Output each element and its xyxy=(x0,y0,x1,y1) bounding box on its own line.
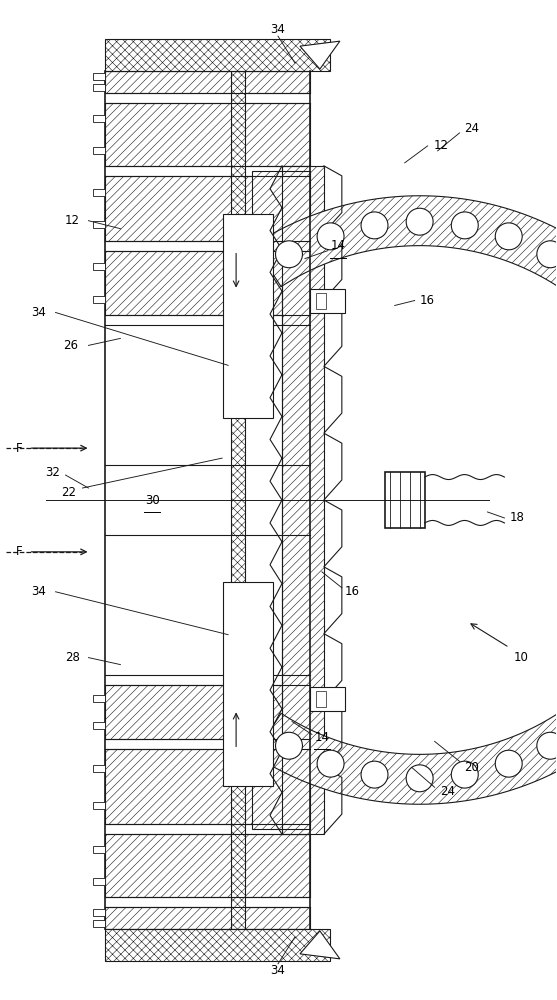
Bar xyxy=(231,71,245,929)
Circle shape xyxy=(361,761,388,788)
Circle shape xyxy=(451,761,478,788)
Circle shape xyxy=(361,212,388,239)
Bar xyxy=(316,691,326,707)
Bar xyxy=(385,472,424,528)
Bar xyxy=(94,920,105,927)
Bar xyxy=(252,749,310,829)
Bar xyxy=(94,147,105,154)
Text: 24: 24 xyxy=(464,122,479,135)
Text: 24: 24 xyxy=(440,785,455,798)
Text: 34: 34 xyxy=(31,306,46,319)
Bar xyxy=(94,73,105,80)
Bar xyxy=(94,765,105,772)
Text: 12: 12 xyxy=(434,139,449,152)
Bar xyxy=(105,685,310,739)
Bar xyxy=(223,582,273,786)
Bar xyxy=(252,171,310,251)
Bar xyxy=(94,695,105,702)
Bar xyxy=(316,293,326,309)
Bar xyxy=(94,263,105,270)
Bar xyxy=(105,907,310,929)
Bar xyxy=(105,71,310,93)
Bar xyxy=(94,802,105,809)
Bar xyxy=(105,749,310,824)
Text: 34: 34 xyxy=(271,23,285,36)
Circle shape xyxy=(276,732,302,759)
Polygon shape xyxy=(300,931,340,959)
Circle shape xyxy=(317,223,344,250)
Circle shape xyxy=(495,223,522,250)
Bar xyxy=(94,722,105,729)
Circle shape xyxy=(495,750,522,777)
Text: 12: 12 xyxy=(65,214,80,227)
Text: F: F xyxy=(16,545,23,558)
Text: 32: 32 xyxy=(45,466,60,479)
Text: 16: 16 xyxy=(420,294,435,307)
Bar xyxy=(105,251,310,315)
Text: F: F xyxy=(16,442,23,455)
Bar xyxy=(105,39,330,71)
Bar xyxy=(94,296,105,303)
Circle shape xyxy=(537,241,557,268)
Text: 30: 30 xyxy=(145,493,160,506)
Bar xyxy=(94,846,105,853)
Text: 26: 26 xyxy=(63,339,78,352)
Text: 16: 16 xyxy=(344,585,359,598)
Polygon shape xyxy=(254,196,557,287)
Bar xyxy=(105,103,310,166)
Bar xyxy=(94,221,105,228)
Text: 14: 14 xyxy=(314,731,329,744)
Polygon shape xyxy=(300,41,340,69)
Text: 20: 20 xyxy=(464,761,479,774)
Bar xyxy=(105,834,310,897)
Bar xyxy=(94,115,105,122)
Circle shape xyxy=(406,765,433,792)
Text: 14: 14 xyxy=(330,239,345,252)
Circle shape xyxy=(451,212,478,239)
Text: 10: 10 xyxy=(514,651,529,664)
Circle shape xyxy=(406,208,433,235)
Circle shape xyxy=(276,241,302,268)
Polygon shape xyxy=(254,713,557,804)
Bar xyxy=(310,289,345,313)
Bar xyxy=(94,878,105,885)
Text: 34: 34 xyxy=(31,585,46,598)
Bar xyxy=(105,176,310,241)
Bar xyxy=(223,214,273,418)
Text: 18: 18 xyxy=(510,511,525,524)
Bar xyxy=(105,929,330,961)
Text: 34: 34 xyxy=(271,964,285,977)
Bar xyxy=(94,84,105,91)
Bar xyxy=(282,166,324,834)
Bar xyxy=(94,189,105,196)
Circle shape xyxy=(317,750,344,777)
Text: 28: 28 xyxy=(65,651,80,664)
Bar xyxy=(310,687,345,711)
Circle shape xyxy=(537,732,557,759)
Text: 22: 22 xyxy=(61,486,76,499)
Bar xyxy=(94,909,105,916)
